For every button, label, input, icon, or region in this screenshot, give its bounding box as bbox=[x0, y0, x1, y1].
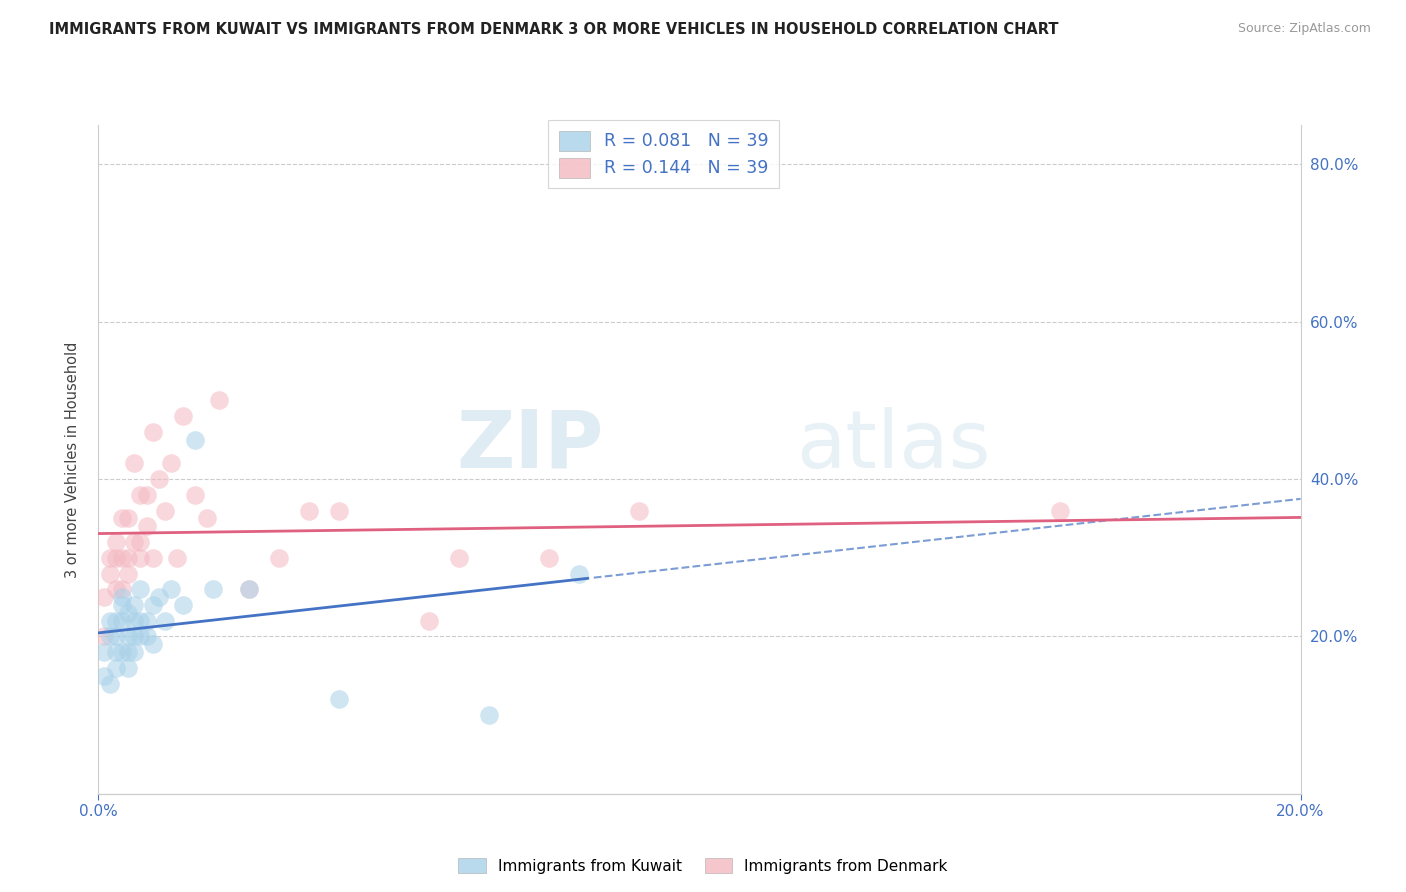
Point bbox=[124, 535, 146, 549]
Point bbox=[166, 550, 188, 565]
Point bbox=[129, 535, 152, 549]
Point bbox=[105, 535, 128, 549]
Point bbox=[298, 503, 321, 517]
Legend: Immigrants from Kuwait, Immigrants from Denmark: Immigrants from Kuwait, Immigrants from … bbox=[451, 852, 955, 880]
Point bbox=[100, 676, 122, 690]
Point bbox=[478, 708, 501, 723]
Point bbox=[100, 614, 122, 628]
Point bbox=[111, 550, 134, 565]
Point bbox=[183, 488, 205, 502]
Point bbox=[172, 598, 194, 612]
Point bbox=[568, 566, 591, 581]
Point bbox=[117, 606, 139, 620]
Point bbox=[129, 582, 152, 597]
Point bbox=[195, 511, 218, 525]
Text: Source: ZipAtlas.com: Source: ZipAtlas.com bbox=[1237, 22, 1371, 36]
Text: ZIP: ZIP bbox=[456, 407, 603, 485]
Point bbox=[238, 582, 260, 597]
Point bbox=[117, 511, 139, 525]
Point bbox=[267, 550, 290, 565]
Point bbox=[141, 598, 163, 612]
Point bbox=[111, 582, 134, 597]
Point bbox=[117, 550, 139, 565]
Point bbox=[129, 614, 152, 628]
Point bbox=[418, 614, 440, 628]
Point bbox=[148, 472, 170, 486]
Point bbox=[538, 550, 561, 565]
Point bbox=[105, 645, 128, 659]
Point bbox=[129, 488, 152, 502]
Point bbox=[124, 456, 146, 470]
Point bbox=[100, 550, 122, 565]
Point bbox=[100, 566, 122, 581]
Point bbox=[172, 409, 194, 423]
Point bbox=[328, 692, 350, 706]
Point bbox=[117, 661, 139, 675]
Point bbox=[93, 630, 115, 644]
Point bbox=[124, 645, 146, 659]
Point bbox=[105, 550, 128, 565]
Point bbox=[135, 630, 157, 644]
Point bbox=[105, 582, 128, 597]
Point bbox=[328, 503, 350, 517]
Text: atlas: atlas bbox=[796, 407, 990, 485]
Point bbox=[208, 393, 231, 408]
Point bbox=[628, 503, 651, 517]
Point bbox=[117, 645, 139, 659]
Point bbox=[105, 614, 128, 628]
Text: IMMIGRANTS FROM KUWAIT VS IMMIGRANTS FROM DENMARK 3 OR MORE VEHICLES IN HOUSEHOL: IMMIGRANTS FROM KUWAIT VS IMMIGRANTS FRO… bbox=[49, 22, 1059, 37]
Point bbox=[111, 614, 134, 628]
Point bbox=[141, 637, 163, 651]
Point bbox=[93, 590, 115, 604]
Point bbox=[124, 598, 146, 612]
Point bbox=[148, 590, 170, 604]
Point bbox=[201, 582, 224, 597]
Point bbox=[111, 590, 134, 604]
Point bbox=[117, 630, 139, 644]
Point bbox=[100, 630, 122, 644]
Point bbox=[111, 598, 134, 612]
Point bbox=[1049, 503, 1071, 517]
Y-axis label: 3 or more Vehicles in Household: 3 or more Vehicles in Household bbox=[65, 342, 80, 577]
Point bbox=[141, 550, 163, 565]
Point bbox=[129, 550, 152, 565]
Point bbox=[135, 488, 157, 502]
Point bbox=[105, 630, 128, 644]
Point bbox=[159, 582, 181, 597]
Point bbox=[105, 661, 128, 675]
Point bbox=[117, 566, 139, 581]
Point bbox=[124, 614, 146, 628]
Point bbox=[111, 511, 134, 525]
Point bbox=[159, 456, 181, 470]
Legend: R = 0.081   N = 39, R = 0.144   N = 39: R = 0.081 N = 39, R = 0.144 N = 39 bbox=[548, 120, 779, 188]
Point bbox=[141, 425, 163, 439]
Point bbox=[124, 630, 146, 644]
Point bbox=[93, 645, 115, 659]
Point bbox=[111, 645, 134, 659]
Point bbox=[238, 582, 260, 597]
Point bbox=[153, 503, 176, 517]
Point bbox=[447, 550, 470, 565]
Point bbox=[153, 614, 176, 628]
Point bbox=[93, 669, 115, 683]
Point bbox=[135, 519, 157, 533]
Point bbox=[129, 630, 152, 644]
Point bbox=[183, 433, 205, 447]
Point bbox=[135, 614, 157, 628]
